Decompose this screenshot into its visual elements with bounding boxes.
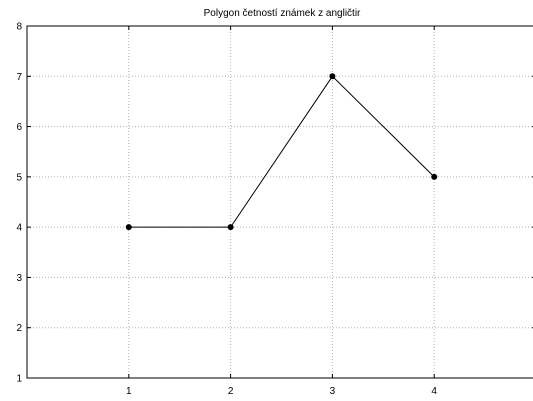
- y-tick-label: 5: [16, 172, 22, 183]
- x-tick-label: 2: [228, 386, 234, 397]
- y-tick-label: 3: [16, 273, 22, 284]
- x-tick-label: 1: [126, 386, 132, 397]
- y-tick-label: 8: [16, 22, 22, 33]
- x-tick-label: 4: [431, 386, 437, 397]
- axis-ticks: 1 2 3 4 5 6 7 8 1 2 3 4: [16, 22, 533, 397]
- plot-frame: [26, 25, 533, 379]
- data-point: [125, 224, 132, 231]
- x-tick-label: 3: [330, 386, 336, 397]
- data-point: [431, 173, 438, 180]
- data-point: [329, 73, 336, 80]
- y-tick-label: 6: [16, 122, 22, 133]
- series: [125, 73, 438, 231]
- data-point: [227, 224, 234, 231]
- y-tick-label: 4: [16, 223, 22, 234]
- series-line: [128, 75, 435, 228]
- grid: [27, 26, 533, 378]
- y-tick-label: 7: [16, 72, 22, 83]
- y-tick-label: 1: [16, 374, 22, 385]
- chart-title: Polygon četností známek z angličtir: [204, 8, 361, 19]
- y-tick-label: 2: [16, 323, 22, 334]
